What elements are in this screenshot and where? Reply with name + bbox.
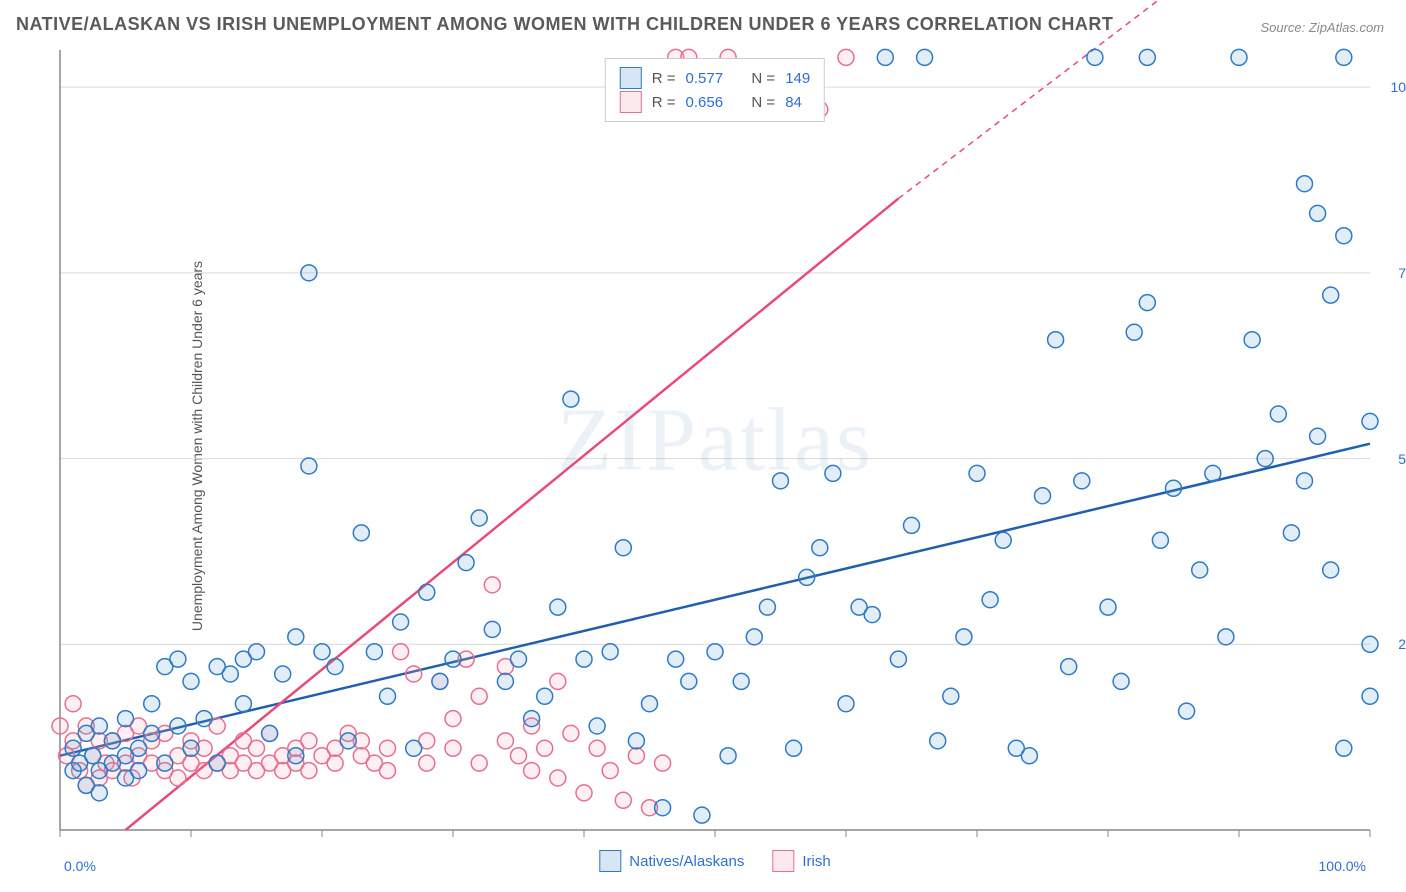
y-axis-tick-label-100: 100.0% [1391, 79, 1406, 95]
legend-swatch-natives-bottom [599, 850, 621, 872]
legend-row-natives: R = 0.577 N = 149 [620, 67, 810, 89]
chart-title: NATIVE/ALASKAN VS IRISH UNEMPLOYMENT AMO… [16, 14, 1113, 35]
legend-r-value-irish: 0.656 [686, 94, 724, 111]
y-axis-tick-label-25: 25.0% [1398, 636, 1406, 652]
legend-label-natives: Natives/Alaskans [629, 853, 744, 870]
legend-r-value-natives: 0.577 [686, 70, 724, 87]
y-axis-tick-label-50: 50.0% [1398, 451, 1406, 467]
source-attribution: Source: ZipAtlas.com [1260, 20, 1384, 35]
legend-swatch-irish-bottom [772, 850, 794, 872]
legend-item-irish: Irish [772, 850, 830, 872]
legend-r-label: R = [652, 70, 676, 87]
series-legend: Natives/Alaskans Irish [599, 850, 830, 872]
legend-swatch-irish [620, 91, 642, 113]
legend-n-value-natives: 149 [785, 70, 810, 87]
legend-label-irish: Irish [802, 853, 830, 870]
scatter-plot-svg [60, 50, 1370, 830]
legend-r-label: R = [652, 94, 676, 111]
legend-item-natives: Natives/Alaskans [599, 850, 744, 872]
legend-n-label: N = [751, 70, 775, 87]
x-axis-min-label: 0.0% [64, 858, 96, 874]
correlation-legend: R = 0.577 N = 149 R = 0.656 N = 84 [605, 58, 825, 122]
chart-area: ZIPatlas R = 0.577 N = 149 R = 0.656 N =… [60, 50, 1370, 830]
x-axis-max-label: 100.0% [1319, 858, 1366, 874]
legend-n-value-irish: 84 [785, 94, 802, 111]
legend-n-label: N = [751, 94, 775, 111]
y-axis-tick-label-75: 75.0% [1398, 265, 1406, 281]
legend-row-irish: R = 0.656 N = 84 [620, 91, 810, 113]
legend-swatch-natives [620, 67, 642, 89]
